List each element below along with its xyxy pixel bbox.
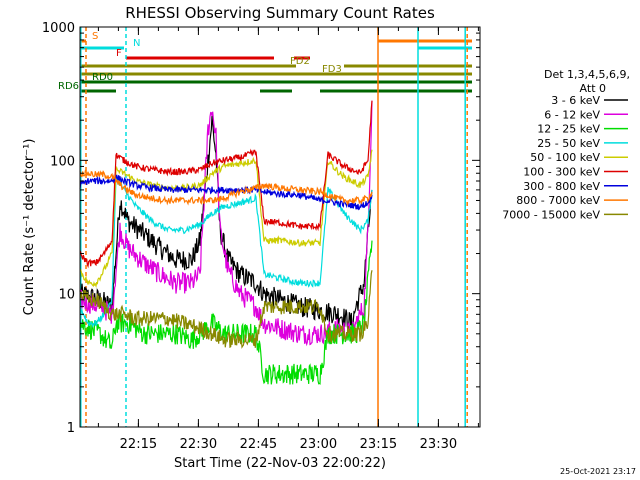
flag-label: S — [92, 31, 98, 42]
x-tick-label: 23:30 — [420, 437, 457, 452]
series-lines — [79, 100, 373, 385]
plot-frame — [79, 26, 481, 428]
legend-header-line-1: Det 1,3,4,5,6,9, — [544, 68, 630, 81]
axis-ticks: 22:15 22:30 22:45 23:00 23:15 23:30 1 10 100 1000 — [42, 21, 480, 452]
y-tick-label: 1 — [67, 421, 75, 436]
legend-label: 3 - 6 keV — [551, 94, 600, 107]
legend-header-line-2: Att 0 — [580, 82, 606, 95]
flag-label: FD3 — [322, 64, 342, 75]
x-tick-label: 22:15 — [120, 437, 157, 452]
x-tick-label: 22:30 — [180, 437, 217, 452]
flag-label: RD0 — [92, 72, 113, 83]
series-line — [79, 115, 373, 330]
series-line — [79, 168, 373, 207]
flag-label: N — [133, 38, 140, 49]
x-tick-label: 23:00 — [300, 437, 337, 452]
series-line — [79, 174, 373, 211]
flag-label: RD6 — [58, 81, 79, 92]
y-tick-label: 1000 — [42, 21, 75, 36]
x-axis-label: Start Time (22-Nov-03 22:00:22) — [174, 456, 386, 471]
vertical-markers — [80, 27, 468, 427]
x-tick-label: 22:45 — [240, 437, 277, 452]
series-line — [79, 149, 373, 289]
legend-label: 800 - 7000 keV — [516, 194, 600, 207]
series-line — [79, 177, 373, 328]
series-line — [79, 100, 373, 347]
x-tick-label: 23:15 — [360, 437, 397, 452]
series-line — [79, 100, 373, 269]
legend-label: 100 - 300 keV — [523, 166, 600, 179]
y-axis-label: Count Rate (s⁻¹ detector⁻¹) — [22, 139, 37, 316]
y-tick-label: 10 — [58, 288, 75, 303]
flag-label: FD2 — [290, 56, 310, 67]
chart-title: RHESSI Observing Summary Count Rates — [125, 4, 435, 22]
y-tick-label: 100 — [50, 154, 75, 169]
flag-bars: S NF FD2 FD3 RD0 RD6 — [58, 31, 472, 93]
footer-timestamp: 25-Oct-2021 23:17 — [560, 467, 636, 476]
legend-label: 6 - 12 keV — [544, 108, 600, 121]
legend-label: 50 - 100 keV — [530, 151, 600, 164]
series-line — [79, 270, 373, 349]
legend-label: 300 - 800 keV — [523, 180, 600, 193]
legend-label: 25 - 50 keV — [537, 137, 600, 150]
legend-label: 12 - 25 keV — [537, 123, 600, 136]
flag-label: F — [116, 48, 122, 59]
legend-label: 7000 - 15000 keV — [502, 208, 600, 221]
